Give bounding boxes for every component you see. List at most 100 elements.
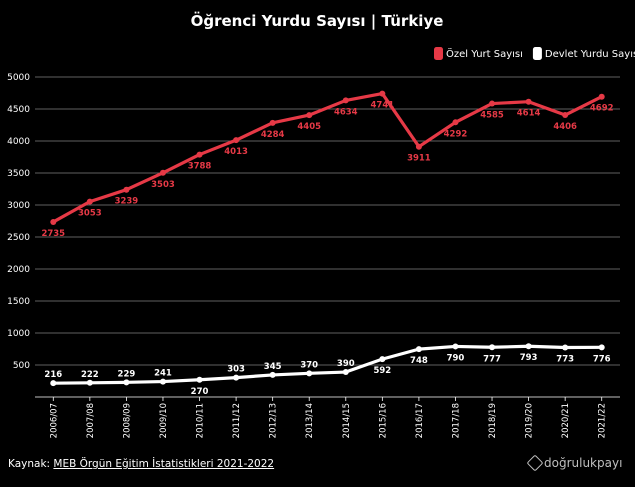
legend-swatch bbox=[434, 47, 443, 60]
y-tick-label: 3000 bbox=[7, 201, 30, 211]
x-tick-label: 2013/14 bbox=[305, 403, 315, 438]
data-label: 3911 bbox=[407, 154, 431, 164]
data-point bbox=[342, 369, 349, 376]
data-label: 3788 bbox=[188, 162, 212, 172]
x-tick-label: 2011/12 bbox=[232, 403, 242, 438]
data-point bbox=[562, 112, 569, 119]
x-tick-label: 2014/15 bbox=[342, 403, 352, 438]
data-point bbox=[123, 186, 130, 193]
x-tick-label: 2007/08 bbox=[86, 403, 96, 438]
y-tick-label: 1500 bbox=[7, 297, 30, 307]
data-label: 4406 bbox=[553, 122, 577, 132]
data-point bbox=[50, 380, 57, 387]
brand-logo: doğrulukpayı bbox=[526, 454, 623, 472]
data-label: 4692 bbox=[590, 104, 614, 114]
data-point bbox=[489, 100, 496, 107]
data-point bbox=[306, 112, 313, 119]
x-axis: 2006/07 2007/08 2008/09 2009/10 2010/11 2011/… bbox=[35, 396, 620, 438]
data-label: 303 bbox=[227, 365, 245, 375]
legend: Özel Yurt Sayısı Devlet Yurdu Sayısı bbox=[434, 47, 635, 60]
y-axis: 500 1000 1500 2000 2500 3000 3500 4000 4500 5000 bbox=[7, 73, 30, 371]
data-point bbox=[306, 370, 313, 377]
brand-name: doğrulukpayı bbox=[544, 456, 623, 470]
data-point bbox=[269, 119, 276, 126]
data-point bbox=[86, 379, 93, 386]
data-label: 793 bbox=[520, 353, 538, 363]
x-tick-label: 2006/07 bbox=[49, 403, 59, 438]
data-point bbox=[379, 90, 386, 97]
data-label: 4292 bbox=[444, 129, 468, 139]
x-tick-label: 2017/18 bbox=[451, 403, 461, 438]
data-point bbox=[86, 198, 93, 205]
data-label: 2735 bbox=[41, 229, 65, 239]
data-label: 216 bbox=[44, 370, 62, 380]
data-label: 4634 bbox=[334, 107, 358, 117]
x-tick-label: 2016/17 bbox=[415, 403, 425, 438]
data-label: 790 bbox=[447, 353, 465, 363]
data-label: 776 bbox=[593, 354, 611, 364]
series-line-0 bbox=[52, 91, 603, 224]
data-point bbox=[489, 344, 496, 351]
x-tick-label: 2020/21 bbox=[561, 403, 571, 438]
y-tick-label: 5000 bbox=[7, 73, 30, 83]
data-point bbox=[598, 93, 605, 100]
x-tick-label: 2008/09 bbox=[122, 403, 132, 438]
data-label: 4013 bbox=[224, 147, 248, 157]
legend-swatch bbox=[532, 47, 542, 60]
data-label: 241 bbox=[154, 369, 172, 379]
data-point bbox=[196, 151, 203, 158]
series-layer bbox=[50, 90, 605, 387]
data-point bbox=[452, 343, 459, 350]
data-point bbox=[525, 343, 532, 350]
data-point bbox=[415, 346, 422, 353]
y-tick-label: 4000 bbox=[7, 137, 30, 147]
chart-title: Öğrenci Yurdu Sayısı | Türkiye bbox=[191, 11, 444, 31]
data-point bbox=[269, 371, 276, 378]
data-label: 4585 bbox=[480, 111, 504, 121]
x-tick-label: 2019/20 bbox=[525, 403, 535, 438]
data-label: 3503 bbox=[151, 180, 175, 190]
x-tick-label: 2015/16 bbox=[378, 403, 388, 438]
data-label: 370 bbox=[300, 360, 318, 370]
y-tick-label: 1000 bbox=[7, 329, 30, 339]
y-tick-label: 500 bbox=[13, 361, 30, 371]
x-tick-label: 2009/10 bbox=[159, 403, 169, 438]
data-label: 345 bbox=[264, 362, 282, 372]
chart: Öğrenci Yurdu Sayısı | Türkiye Özel Yurt… bbox=[7, 11, 635, 438]
data-point bbox=[50, 218, 57, 225]
y-tick-label: 2000 bbox=[7, 265, 30, 275]
data-label: 222 bbox=[81, 370, 99, 380]
source-link[interactable]: MEB Örgün Eğitim İstatistikleri 2021-202… bbox=[53, 458, 275, 470]
data-label: 390 bbox=[337, 359, 355, 369]
data-point bbox=[562, 344, 569, 351]
data-label: 3053 bbox=[78, 209, 102, 219]
data-point bbox=[415, 143, 422, 150]
data-label: 3239 bbox=[115, 197, 139, 207]
data-point bbox=[233, 374, 240, 381]
y-tick-label: 3500 bbox=[7, 169, 30, 179]
x-tick-label: 2021/22 bbox=[598, 403, 608, 438]
data-label: 4405 bbox=[297, 122, 321, 132]
y-tick-label: 4500 bbox=[7, 105, 30, 115]
x-tick-label: 2018/19 bbox=[488, 403, 498, 438]
data-label: 4614 bbox=[517, 109, 541, 119]
data-point bbox=[159, 169, 166, 176]
data-point bbox=[452, 119, 459, 126]
data-label: 4741 bbox=[371, 101, 395, 111]
data-point bbox=[196, 376, 203, 383]
data-point bbox=[123, 379, 130, 386]
data-labels: 2735 3053 3239 3503 3788 4013 4284 4405 4634 4741… bbox=[41, 101, 613, 397]
x-tick-label: 2012/13 bbox=[269, 403, 279, 438]
y-tick-label: 2500 bbox=[7, 233, 30, 243]
gridlines bbox=[35, 76, 620, 366]
data-label: 4284 bbox=[261, 130, 285, 140]
source-note: Kaynak: MEB Örgün Eğitim İstatistikleri … bbox=[8, 458, 274, 470]
data-point bbox=[379, 356, 386, 363]
series-line-1 bbox=[53, 344, 602, 385]
data-label: 270 bbox=[191, 387, 209, 397]
data-point bbox=[525, 98, 532, 105]
legend-label: Devlet Yurdu Sayısı bbox=[545, 49, 635, 60]
data-label: 229 bbox=[118, 369, 136, 379]
data-point bbox=[342, 97, 349, 104]
data-label: 773 bbox=[556, 355, 574, 365]
